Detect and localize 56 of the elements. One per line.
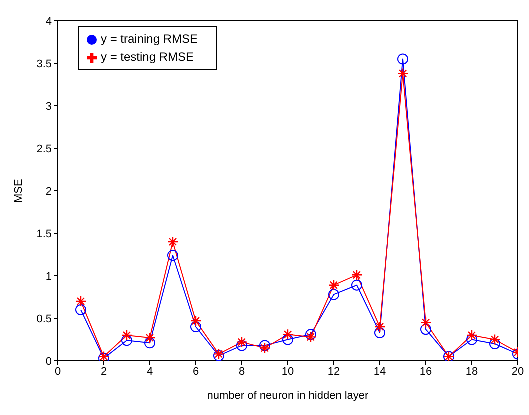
x-tick-label: 4 bbox=[146, 366, 154, 378]
point bbox=[282, 329, 294, 340]
point bbox=[121, 330, 133, 342]
point bbox=[259, 342, 271, 354]
point bbox=[351, 270, 363, 281]
x-tick-label: 0 bbox=[54, 366, 62, 378]
point bbox=[398, 54, 408, 65]
point bbox=[328, 289, 340, 300]
point bbox=[144, 338, 156, 349]
point bbox=[374, 321, 386, 333]
point bbox=[76, 304, 86, 316]
y-tick-label: 4 bbox=[46, 16, 52, 28]
x-tick-label: 12 bbox=[328, 366, 340, 378]
y-tick-label: 1.5 bbox=[36, 228, 52, 240]
x-tick-label: 14 bbox=[374, 366, 386, 378]
x-tick-label: 2 bbox=[100, 366, 108, 378]
point bbox=[122, 335, 132, 346]
point bbox=[75, 296, 87, 308]
x-tick-label: 18 bbox=[466, 366, 478, 378]
x-tick-label: 20 bbox=[512, 366, 524, 378]
point bbox=[420, 324, 432, 336]
point bbox=[190, 322, 202, 332]
x-tick-label: 16 bbox=[420, 366, 432, 378]
point bbox=[328, 280, 340, 291]
x-axis-title: number of neuron in hidden layer bbox=[207, 390, 370, 402]
y-tick-label: 1 bbox=[46, 270, 52, 283]
point bbox=[352, 280, 362, 291]
y-axis-title: MSE bbox=[12, 179, 25, 203]
y-tick-label: 2 bbox=[46, 186, 52, 198]
y-tick-label: 3.5 bbox=[36, 58, 52, 70]
x-tick-label: 8 bbox=[238, 366, 246, 378]
point bbox=[167, 236, 179, 248]
point bbox=[190, 315, 202, 327]
y-tick-label: 2.5 bbox=[36, 143, 52, 156]
point bbox=[466, 334, 478, 346]
x-tick-label: 10 bbox=[282, 366, 294, 378]
point bbox=[260, 340, 270, 352]
y-tick-label: 3 bbox=[46, 100, 52, 113]
point bbox=[168, 250, 178, 262]
x-tick-label: 6 bbox=[192, 366, 200, 378]
point bbox=[236, 336, 248, 348]
y-tick-label: 0 bbox=[46, 356, 52, 368]
point bbox=[490, 338, 500, 350]
point bbox=[420, 317, 432, 328]
point bbox=[236, 340, 248, 352]
point bbox=[397, 68, 409, 80]
legend-label: y = training RMSE bbox=[101, 32, 198, 46]
y-tick-label: 0.5 bbox=[36, 313, 52, 326]
point bbox=[374, 327, 386, 338]
point bbox=[466, 330, 478, 342]
point bbox=[305, 332, 317, 343]
point bbox=[282, 334, 294, 346]
point bbox=[489, 334, 501, 346]
legend-label: y = testing RMSE bbox=[101, 50, 194, 64]
point bbox=[144, 332, 156, 344]
point bbox=[306, 329, 316, 340]
